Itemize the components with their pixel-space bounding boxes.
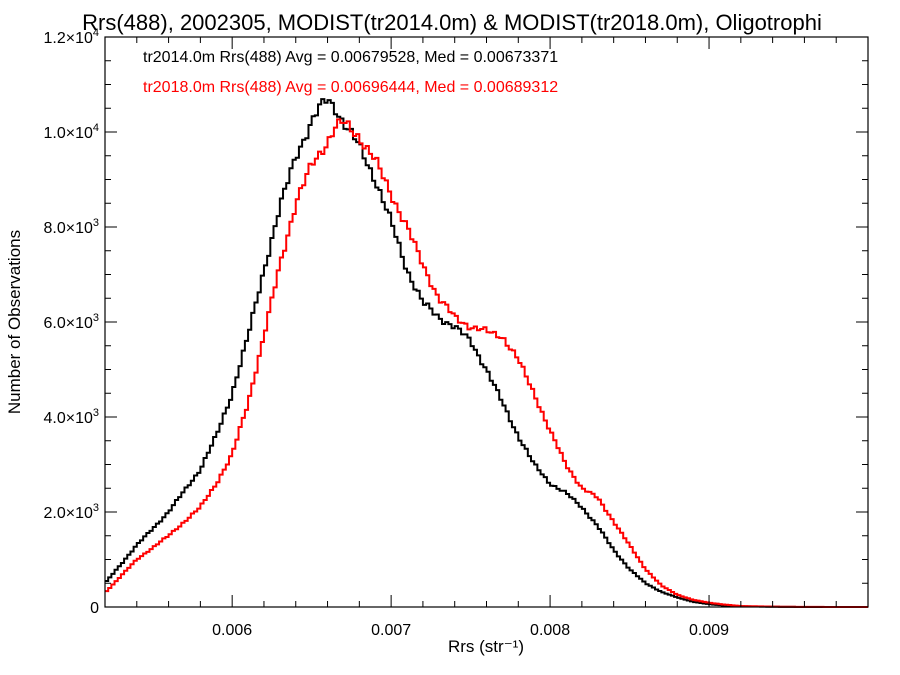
- annotation-tr2014: tr2014.0m Rrs(488) Avg = 0.00679528, Med…: [143, 49, 558, 66]
- y-tick-label: 0: [90, 600, 99, 617]
- x-tick-label: 0.007: [371, 622, 411, 639]
- axis-layer: 0.006 0.007 0.008 0.009 0 2.0×103 4.0×103 6.0×1…: [43, 27, 868, 639]
- chart-title: Rrs(488), 2002305, MODIST(tr2014.0m) & M…: [82, 10, 822, 35]
- y-tick-label: 1.0×104: [43, 122, 99, 142]
- y-tick-label: 6.0×103: [43, 312, 99, 332]
- series-line-1: [105, 118, 868, 608]
- y-tick-label: 8.0×103: [43, 217, 99, 237]
- y-tick-label: 1.2×104: [43, 27, 99, 47]
- x-tick-label: 0.006: [212, 622, 252, 639]
- series-layer: [105, 98, 868, 608]
- x-axis-label: Rrs (str⁻¹): [448, 637, 524, 656]
- x-tick-label: 0.009: [689, 622, 729, 639]
- y-axis-label: Number of Observations: [5, 230, 24, 414]
- x-tick-label: 0.008: [530, 622, 570, 639]
- y-tick-label: 2.0×103: [43, 502, 99, 522]
- annotation-tr2018: tr2018.0m Rrs(488) Avg = 0.00696444, Med…: [143, 79, 558, 96]
- y-tick-label: 4.0×103: [43, 407, 99, 427]
